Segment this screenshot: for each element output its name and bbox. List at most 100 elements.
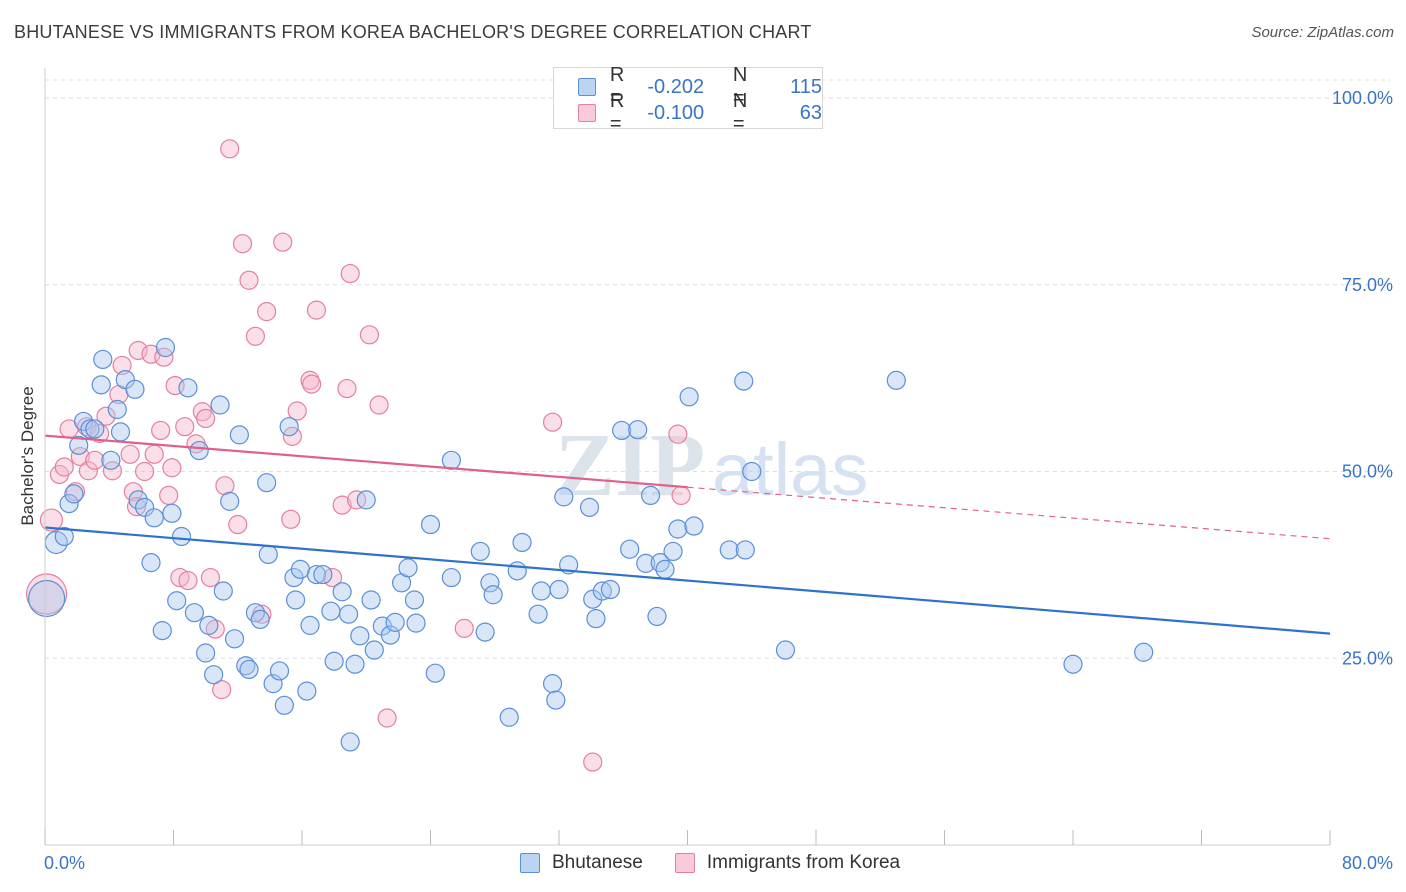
bhutanese-point [679, 387, 699, 407]
bhutanese-point [199, 615, 219, 635]
bhutanese-point [549, 579, 569, 600]
bhutanese-point [579, 497, 600, 517]
bhutanese-point [385, 612, 405, 632]
korea-point [245, 326, 266, 346]
bhutanese-point [546, 690, 566, 710]
bhutanese-point [406, 613, 426, 633]
korea-point [175, 417, 195, 437]
n-label: N = [732, 90, 748, 135]
bhutanese-point [274, 695, 294, 715]
bhutanese-point [380, 625, 400, 645]
bhutanese-point [531, 581, 551, 601]
bhutanese-point [734, 371, 754, 391]
bhutanese-trend-line [44, 526, 1331, 635]
bhutanese-point [684, 516, 704, 536]
r-value: -0.100 [647, 101, 705, 124]
korea-point [85, 450, 105, 470]
bhutanese-point [528, 604, 548, 624]
axes [44, 68, 1331, 846]
r-value: -0.202 [647, 75, 705, 98]
korea-point [232, 234, 253, 254]
bhutanese-point [441, 567, 461, 588]
bhutanese-point [338, 604, 359, 624]
y-tick-labels: 25.0% 50.0% 75.0% 100.0% [1332, 88, 1393, 668]
korea-point [306, 300, 327, 320]
bhutanese-point [612, 420, 632, 441]
bhutanese-point [213, 581, 233, 601]
bhutanese-point [73, 411, 94, 432]
bhutanese-point [542, 674, 563, 694]
n-value: 63 [799, 101, 822, 124]
korea-point [228, 514, 248, 535]
korea-point [287, 401, 307, 421]
bhutanese-point [306, 564, 327, 585]
bhutanese-point [663, 541, 683, 562]
bhutanese-point [125, 379, 145, 399]
y-tick-label: 25.0% [1342, 648, 1393, 668]
bhutanese-point [220, 491, 240, 511]
bhutanese-point [59, 494, 79, 514]
korea-point [134, 461, 155, 482]
korea-point [39, 508, 64, 532]
bhutanese-point [592, 581, 612, 601]
y-axis-label: Bachelor's Degree [18, 386, 37, 525]
bhutanese-point [85, 419, 105, 439]
series-legend: Bhutanese Immigrants from Korea [520, 852, 932, 874]
korea-point [120, 444, 140, 464]
bhutanese-point [583, 589, 603, 609]
bhutanese-point [470, 541, 490, 562]
correlation-legend: R = -0.202 N = 115 R = -0.100 N = 63 [553, 64, 823, 135]
bhutanese-point [239, 659, 259, 680]
bhutanese-point [398, 558, 418, 578]
korea-point [96, 406, 116, 426]
korea-point [144, 444, 164, 464]
bhutanese-point [483, 585, 503, 605]
legend-row-bhutanese: R = -0.202 N = 115 [578, 64, 822, 109]
korea-point [200, 567, 221, 588]
bhutanese-point [141, 553, 161, 573]
bhutanese-point [167, 591, 187, 611]
bhutanese-point [155, 337, 176, 358]
x-tick-label: 0.0% [44, 853, 85, 873]
bhutanese-point [224, 629, 245, 649]
bhutanese-point [628, 420, 648, 440]
n-value: 115 [790, 75, 822, 98]
bhutanese-point [279, 417, 299, 437]
bhutanese-point [115, 370, 135, 390]
legend-row-korea: R = -0.100 N = 63 [578, 90, 822, 135]
y-tick-label: 50.0% [1342, 462, 1393, 482]
korea-point [162, 458, 182, 478]
korea-point [671, 485, 691, 506]
bhutanese-point [719, 540, 739, 560]
bhutanese-point [297, 681, 317, 701]
y-tick-label: 75.0% [1342, 275, 1393, 295]
bhutanese-point [420, 514, 441, 535]
bhutanese-point [647, 606, 667, 627]
bhutanese-point [152, 621, 172, 641]
korea-point [273, 232, 293, 252]
legend-swatch-pink [674, 853, 695, 873]
series-bhutanese-points [28, 337, 1154, 752]
korea-trend-line-extension [687, 486, 1331, 540]
korea-point [340, 263, 360, 284]
bhutanese-point [1063, 654, 1083, 674]
bhutanese-point [290, 559, 310, 579]
bhutanese-point [91, 375, 111, 395]
bhutanese-point [196, 643, 216, 663]
bhutanese-point [350, 626, 370, 646]
legend-item-korea: Immigrants from Korea [674, 852, 900, 874]
bhutanese-point [655, 559, 675, 579]
bhutanese-point [332, 582, 352, 602]
bhutanese-point [441, 450, 461, 470]
bhutanese-point [735, 540, 755, 560]
korea-point [257, 302, 277, 322]
bhutanese-point [300, 615, 320, 635]
korea-point [337, 378, 357, 399]
bhutanese-point [324, 651, 344, 671]
bhutanese-point [361, 590, 381, 610]
bhutanese-point [107, 399, 127, 420]
bhutanese-point [189, 440, 209, 461]
bhutanese-point [257, 473, 277, 493]
bhutanese-point [144, 508, 164, 528]
